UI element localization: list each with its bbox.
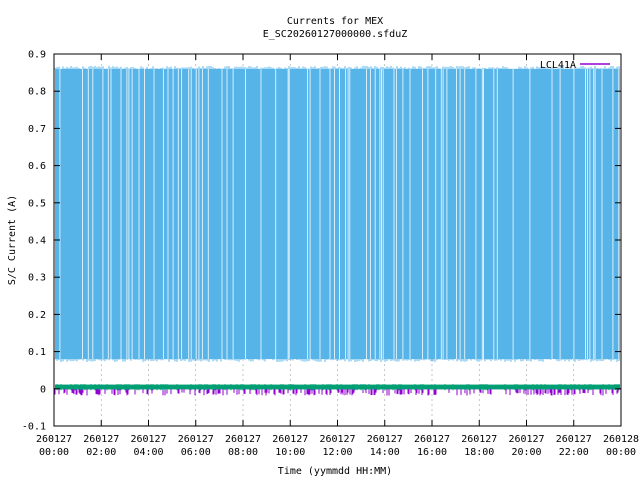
x-tick-label-time: 10:00 xyxy=(275,447,305,458)
x-tick-label-date: 260127 xyxy=(508,434,544,445)
series-edge-jitter xyxy=(54,65,620,362)
x-tick-label-time: 18:00 xyxy=(464,447,494,458)
series-green-jitter xyxy=(56,384,620,391)
x-axis-label: Time (yymmdd HH:MM) xyxy=(278,466,392,477)
y-tick-label: -0.1 xyxy=(22,422,46,433)
y-tick-label: 0.3 xyxy=(28,273,46,284)
legend-label-lcl41a: LCL41A xyxy=(540,60,576,71)
series-band-high-low xyxy=(55,68,620,360)
x-tick-label-time: 14:00 xyxy=(370,447,400,458)
x-tick-label-time: 04:00 xyxy=(133,447,163,458)
x-tick-label-time: 22:00 xyxy=(559,447,589,458)
x-tick-label-time: 00:00 xyxy=(39,447,69,458)
x-tick-label-time: 16:00 xyxy=(417,447,447,458)
y-tick-label: 0.4 xyxy=(28,236,46,247)
axes: -0.1 0 0.1 0.2 0.3 0.4 0.5 0.6 0.7 0.8 0.9 260127 00… xyxy=(22,50,639,459)
y-tick-label: 0 xyxy=(40,384,46,395)
y-tick-label: 0.2 xyxy=(28,310,46,321)
x-tick-label-date: 260127 xyxy=(178,434,214,445)
chart-subtitle: E_SC20260127000000.sfduZ xyxy=(263,29,408,40)
y-tick-label: 0.5 xyxy=(28,198,46,209)
y-tick-label: 0.9 xyxy=(28,50,46,61)
series-layer xyxy=(54,65,621,396)
x-tick-label-date: 260127 xyxy=(414,434,450,445)
x-tick-label-date: 260127 xyxy=(556,434,592,445)
x-tick-label-date: 260128 xyxy=(603,434,639,445)
x-tick-label-time: 06:00 xyxy=(181,447,211,458)
x-tick-label-date: 260127 xyxy=(36,434,72,445)
x-tick-label-date: 260127 xyxy=(319,434,355,445)
x-tick-label-time: 02:00 xyxy=(86,447,116,458)
x-tick-label-date: 260127 xyxy=(461,434,497,445)
y-tick-label: 0.8 xyxy=(28,87,46,98)
legend: LCL41A xyxy=(540,60,610,71)
y-axis-label: S/C Current (A) xyxy=(7,195,18,285)
x-tick-label-date: 260127 xyxy=(367,434,403,445)
series-gaps xyxy=(59,68,620,359)
y-tick-label: 0.1 xyxy=(28,347,46,358)
x-tick-label-date: 260127 xyxy=(272,434,308,445)
x-tick-label-date: 260127 xyxy=(225,434,261,445)
chart-title: Currents for MEX xyxy=(287,16,383,27)
x-tick-label-time: 08:00 xyxy=(228,447,258,458)
x-tick-label-date: 260127 xyxy=(83,434,119,445)
y-tick-label: 0.7 xyxy=(28,124,46,135)
x-tick-label-time: 20:00 xyxy=(511,447,541,458)
x-tick-label-date: 260127 xyxy=(130,434,166,445)
x-tick-label-time: 12:00 xyxy=(322,447,352,458)
x-tick-label-time: 00:00 xyxy=(606,447,636,458)
y-tick-label: 0.6 xyxy=(28,161,46,172)
